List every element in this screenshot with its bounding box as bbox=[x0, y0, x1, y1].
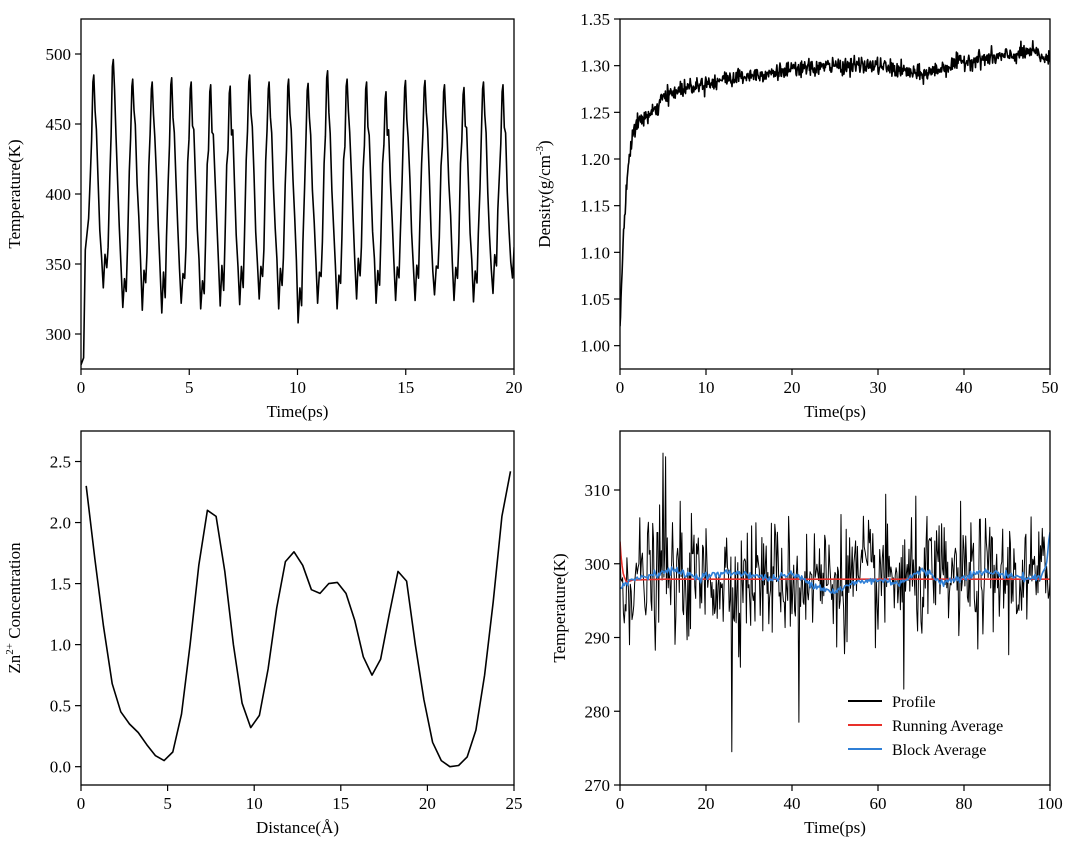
series-line-profile bbox=[620, 452, 1050, 753]
y-tick-label: 350 bbox=[46, 255, 72, 274]
x-tick-label: 5 bbox=[163, 794, 172, 813]
y-axis-title: Zn2+ Concentration bbox=[4, 542, 24, 674]
x-axis-title: Time(ps) bbox=[804, 402, 866, 421]
y-tick-label: 290 bbox=[585, 629, 611, 648]
y-tick-label: 0.0 bbox=[50, 758, 71, 777]
data-layer bbox=[81, 58, 514, 366]
y-tick-label: 1.30 bbox=[580, 57, 610, 76]
y-axis-title: Temperature(K) bbox=[5, 139, 24, 248]
y-tick-label: 1.20 bbox=[580, 150, 610, 169]
chart-zn-concentration: 0 5 10 15 20 25 0.0 0.5 1.0 1.5 2.0 2.5 Distance(Å) Z… bbox=[4, 430, 523, 837]
y-tick-label: 1.10 bbox=[580, 243, 610, 262]
y-title-part: Concentration bbox=[5, 542, 24, 643]
y-tick-label: 1.5 bbox=[50, 575, 71, 594]
data-layer bbox=[620, 452, 1050, 753]
x-tick-label: 15 bbox=[397, 378, 414, 397]
x-tick-label: 10 bbox=[289, 378, 306, 397]
y-axis-title: Density(g/cm-3) bbox=[534, 140, 554, 247]
y-title-part: Zn bbox=[5, 654, 24, 673]
legend-label: Profile bbox=[892, 694, 936, 711]
x-axis-title: Time(ps) bbox=[267, 402, 329, 421]
x-tick-label: 25 bbox=[506, 794, 523, 813]
x-tick-label: 0 bbox=[77, 794, 86, 813]
x-tick-label: 40 bbox=[956, 378, 973, 397]
x-tick-label: 0 bbox=[77, 378, 86, 397]
series-line-density bbox=[620, 40, 1050, 327]
x-tick-label: 5 bbox=[185, 378, 194, 397]
x-tick-label: 30 bbox=[870, 378, 887, 397]
legend-label: Running Average bbox=[892, 718, 1003, 735]
data-layer bbox=[85, 471, 512, 768]
data-layer bbox=[620, 40, 1050, 327]
y-title-part: Density(g/cm bbox=[535, 155, 554, 248]
x-axis-title: Distance(Å) bbox=[256, 818, 339, 837]
chart-density: 0 10 20 30 40 50 1.00 1.05 1.10 1.15 1.20 1.25 1.30 1… bbox=[534, 10, 1059, 421]
series-line-running-average bbox=[620, 541, 1050, 583]
y-tick-label: 450 bbox=[46, 115, 72, 134]
chart-temp-equilibration: 0 20 40 60 80 100 270 280 290 300 310 Time(ps) Tempe… bbox=[550, 430, 1063, 837]
x-tick-label: 40 bbox=[784, 794, 801, 813]
x-tick-label: 80 bbox=[956, 794, 973, 813]
x-tick-label: 0 bbox=[616, 794, 625, 813]
x-tick-label: 10 bbox=[246, 794, 263, 813]
legend: Profile Running Average Block Average bbox=[848, 694, 1003, 759]
y-tick-label: 1.35 bbox=[580, 10, 610, 29]
x-tick-label: 50 bbox=[1042, 378, 1059, 397]
plot-frame bbox=[619, 18, 1051, 370]
y-tick-label: 1.15 bbox=[580, 197, 610, 216]
y-tick-label: 1.0 bbox=[50, 636, 71, 655]
y-title-part: ) bbox=[535, 140, 554, 146]
legend-label: Block Average bbox=[892, 742, 986, 759]
y-tick-label: 310 bbox=[585, 481, 611, 500]
y-tick-label: 500 bbox=[46, 45, 72, 64]
y-tick-label: 0.5 bbox=[50, 697, 71, 716]
y-tick-label: 2.0 bbox=[50, 514, 71, 533]
x-tick-label: 20 bbox=[506, 378, 523, 397]
chart-temp-heating: 0 5 10 15 20 300 350 400 450 500 Time(ps) Temperatu… bbox=[5, 18, 523, 421]
x-tick-label: 10 bbox=[698, 378, 715, 397]
x-tick-label: 60 bbox=[870, 794, 887, 813]
y-tick-label: 300 bbox=[585, 555, 611, 574]
x-tick-label: 20 bbox=[784, 378, 801, 397]
y-tick-label: 400 bbox=[46, 185, 72, 204]
y-tick-label: 2.5 bbox=[50, 453, 71, 472]
x-tick-label: 0 bbox=[616, 378, 625, 397]
plot-frame bbox=[80, 430, 515, 786]
y-tick-label: 1.00 bbox=[580, 337, 610, 356]
x-tick-label: 15 bbox=[332, 794, 349, 813]
y-tick-label: 1.05 bbox=[580, 290, 610, 309]
x-tick-label: 20 bbox=[698, 794, 715, 813]
y-axis-title: Temperature(K) bbox=[550, 553, 569, 662]
y-tick-label: 1.25 bbox=[580, 103, 610, 122]
series-line-zn2- bbox=[85, 471, 512, 768]
plot-frame bbox=[619, 430, 1051, 786]
series-line-block-average bbox=[620, 532, 1050, 594]
y-tick-label: 270 bbox=[585, 776, 611, 795]
y-title-sup: -3 bbox=[534, 145, 546, 155]
y-tick-label: 300 bbox=[46, 325, 72, 344]
x-tick-label: 100 bbox=[1037, 794, 1063, 813]
x-axis-title: Time(ps) bbox=[804, 818, 866, 837]
series-line-temperature bbox=[81, 58, 514, 366]
y-tick-label: 280 bbox=[585, 702, 611, 721]
y-title-sup: 2+ bbox=[4, 643, 16, 655]
x-tick-label: 20 bbox=[419, 794, 436, 813]
